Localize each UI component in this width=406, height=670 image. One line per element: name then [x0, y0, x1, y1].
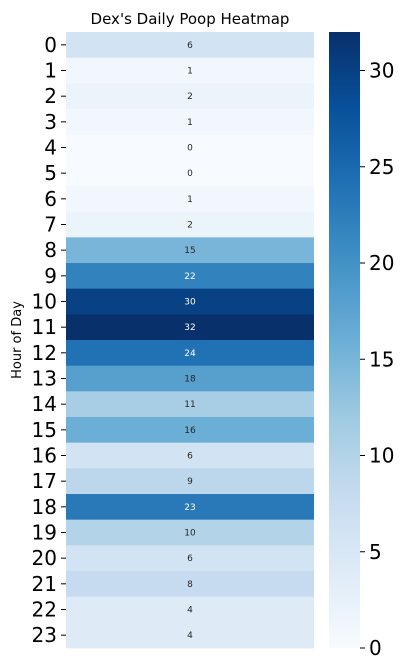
- y-tick-label: 2: [44, 84, 57, 108]
- heatmap-cell: [66, 314, 314, 341]
- heatmap-cell: [66, 417, 314, 444]
- cell-value-label: 30: [184, 298, 196, 308]
- cell-value-label: 23: [184, 503, 195, 513]
- y-tick-label: 11: [32, 315, 57, 339]
- y-tick-label: 17: [32, 469, 57, 493]
- heatmap-cell: [66, 57, 314, 84]
- heatmap-cell: [66, 545, 314, 572]
- y-tick-label: 15: [32, 418, 57, 442]
- y-tick-label: 8: [44, 238, 57, 262]
- colorbar-tick-label: 25: [369, 155, 394, 179]
- colorbar-tick-label: 0: [369, 636, 382, 660]
- heatmap-cell: [66, 32, 314, 59]
- colorbar: [329, 32, 360, 648]
- y-tick-label: 16: [32, 444, 57, 468]
- y-tick-label: 10: [32, 290, 57, 314]
- y-axis-label: Hour of Day: [10, 301, 25, 379]
- cell-value-label: 32: [184, 323, 195, 333]
- cell-value-label: 18: [184, 375, 196, 385]
- cell-value-label: 10: [184, 529, 196, 539]
- cell-value-label: 1: [187, 195, 193, 205]
- heatmap-cell: [66, 211, 314, 238]
- y-tick-label: 18: [32, 495, 57, 519]
- y-tick-label: 20: [32, 546, 57, 570]
- heatmap-cell: [66, 468, 314, 495]
- colorbar-ticks: 0 5 10 15 20 25 30: [360, 59, 394, 660]
- heatmap-cell: [66, 186, 314, 213]
- cell-value-label: 22: [184, 272, 195, 282]
- y-tick-label: 23: [32, 623, 57, 647]
- cell-value-label: 1: [187, 118, 193, 128]
- cell-value-label: 16: [184, 426, 196, 436]
- heatmap-cell: [66, 109, 314, 136]
- y-tick-label: 0: [44, 33, 57, 57]
- heatmap-cell: [66, 83, 314, 110]
- cell-value-label: 4: [187, 606, 193, 616]
- colorbar-tick-label: 5: [369, 540, 382, 564]
- heatmap-cell: [66, 288, 314, 315]
- cell-value-label: 9: [187, 477, 193, 487]
- y-tick-label: 13: [32, 367, 57, 391]
- cell-value-label: 0: [187, 169, 193, 179]
- cell-value-label: 15: [184, 246, 195, 256]
- y-tick-label: 9: [44, 264, 57, 288]
- cell-value-label: 6: [187, 452, 193, 462]
- y-tick-label: 21: [32, 572, 57, 596]
- heatmap-cell: [66, 622, 314, 649]
- cell-value-label: 11: [184, 400, 195, 410]
- heatmap-cell: [66, 237, 314, 264]
- heatmap-cell: [66, 519, 314, 546]
- y-tick-label: 19: [32, 521, 57, 545]
- colorbar-tick-label: 10: [369, 444, 394, 468]
- y-tick-label: 6: [44, 187, 57, 211]
- colorbar-tick-label: 30: [369, 59, 394, 83]
- cell-value-label: 6: [187, 554, 193, 564]
- y-tick-label: 4: [44, 136, 57, 160]
- cell-value-label: 4: [187, 631, 193, 641]
- colorbar-tick-label: 20: [369, 251, 394, 275]
- heatmap-cell: [66, 571, 314, 598]
- cell-value-label: 0: [187, 144, 193, 154]
- heatmap-cell: [66, 391, 314, 418]
- heatmap-cell: [66, 596, 314, 623]
- y-tick-label: 5: [44, 161, 57, 185]
- cell-value-label: 8: [187, 580, 193, 590]
- heatmap-cell: [66, 263, 314, 290]
- y-tick-label: 22: [32, 598, 57, 622]
- y-tick-label: 3: [44, 110, 57, 134]
- heatmap-cell: [66, 340, 314, 367]
- heatmap-cell: [66, 494, 314, 521]
- heatmap-cell: [66, 134, 314, 161]
- y-tick-label: 12: [32, 341, 57, 365]
- heatmap-cell: [66, 365, 314, 392]
- cell-value-label: 24: [184, 349, 196, 359]
- heatmap-cell: [66, 442, 314, 469]
- cell-value-label: 6: [187, 41, 193, 51]
- cell-value-label: 2: [187, 221, 193, 231]
- y-tick-label: 14: [32, 392, 57, 416]
- y-tick-label: 1: [44, 59, 57, 83]
- colorbar-tick-label: 15: [369, 347, 394, 371]
- heatmap-cell: [66, 160, 314, 187]
- chart-title: Dex's Daily Poop Heatmap: [91, 10, 290, 28]
- cell-value-label: 1: [187, 67, 193, 77]
- y-tick-label: 7: [44, 213, 57, 237]
- cell-value-label: 2: [187, 92, 193, 102]
